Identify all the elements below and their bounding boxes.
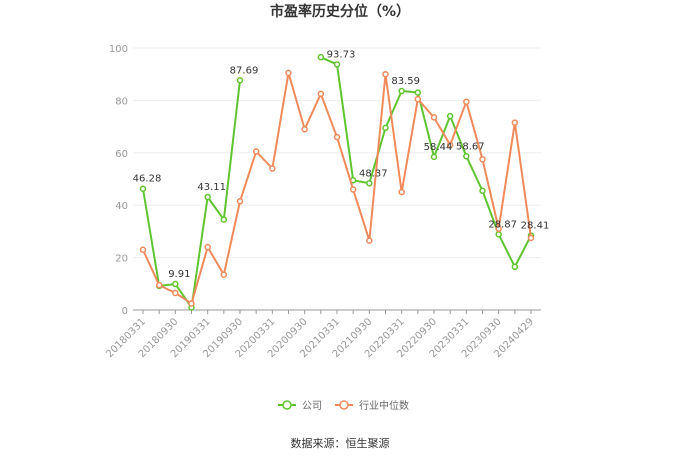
data-label: 58.67 <box>456 141 485 152</box>
data-point[interactable] <box>398 87 405 95</box>
legend-swatch-marker <box>282 400 292 410</box>
data-point[interactable] <box>398 188 405 196</box>
y-tick-label: 20 <box>115 254 128 265</box>
y-tick-label: 100 <box>109 44 128 55</box>
data-point[interactable] <box>446 141 454 149</box>
data-point[interactable] <box>430 114 438 121</box>
data-point[interactable] <box>382 124 389 132</box>
data-point[interactable] <box>333 61 341 68</box>
data-point[interactable] <box>236 77 244 84</box>
data-point[interactable] <box>511 119 519 126</box>
data-point[interactable] <box>139 185 147 192</box>
legend-label: 行业中位数 <box>359 399 409 412</box>
data-point[interactable] <box>463 153 470 160</box>
data-point[interactable] <box>155 281 163 289</box>
data-point[interactable] <box>349 186 357 193</box>
legend[interactable]: 公司 行业中位数 <box>278 399 409 412</box>
grid <box>133 47 541 259</box>
data-point[interactable] <box>220 271 228 278</box>
y-tick-label: 40 <box>115 201 128 212</box>
data-point[interactable] <box>317 90 325 98</box>
legend-item-2[interactable]: 行业中位数 <box>335 399 409 412</box>
data-labels: 46.28 9.91 43.11 87.69 93.73 48.37 83.59 58.44 5… <box>133 49 550 280</box>
data-label: 43.11 <box>197 182 226 193</box>
data-point[interactable] <box>446 112 454 120</box>
data-point[interactable] <box>301 125 308 133</box>
y-tick-label: 80 <box>115 96 128 107</box>
data-point[interactable] <box>269 165 276 172</box>
data-point[interactable] <box>139 246 147 253</box>
data-point[interactable] <box>333 133 341 141</box>
data-point[interactable] <box>236 198 244 205</box>
data-point[interactable] <box>495 231 502 238</box>
data-label: 28.87 <box>488 219 517 230</box>
y-tick-label: 0 <box>122 306 128 317</box>
legend-label: 公司 <box>302 401 322 412</box>
legend-swatch-marker <box>339 400 349 410</box>
data-point[interactable] <box>479 156 486 163</box>
data-point[interactable] <box>479 187 486 195</box>
data-label: 28.41 <box>521 221 550 232</box>
data-label: 93.73 <box>327 49 356 60</box>
data-point[interactable] <box>414 89 422 96</box>
data-point[interactable] <box>366 180 373 187</box>
data-point[interactable] <box>172 280 179 288</box>
data-point[interactable] <box>204 193 211 201</box>
data-point[interactable] <box>204 243 211 251</box>
data-point[interactable] <box>172 289 179 297</box>
series-2 <box>139 69 535 307</box>
data-point[interactable] <box>220 216 228 223</box>
data-point[interactable] <box>366 237 373 244</box>
data-label: 87.69 <box>230 65 259 76</box>
data-label: 46.28 <box>133 174 162 185</box>
y-tick-label: 60 <box>115 149 128 160</box>
source-note: 数据来源：恒生聚源 <box>291 436 390 450</box>
data-point[interactable] <box>463 98 470 105</box>
data-label: 83.59 <box>391 76 420 87</box>
data-point[interactable] <box>430 153 438 161</box>
series-layer <box>139 53 535 311</box>
data-point[interactable] <box>252 148 260 155</box>
data-point[interactable] <box>285 69 292 77</box>
data-point[interactable] <box>188 300 195 307</box>
legend-item-1[interactable]: 公司 <box>278 400 322 412</box>
data-label: 9.91 <box>168 269 190 280</box>
data-point[interactable] <box>382 70 389 78</box>
chart-title: 市盈率历史分位（%） <box>270 3 410 20</box>
data-label: 58.44 <box>424 142 453 153</box>
data-point[interactable] <box>317 53 325 61</box>
data-point[interactable] <box>414 95 422 103</box>
data-point[interactable] <box>527 234 535 242</box>
data-point[interactable] <box>511 263 519 271</box>
data-label: 48.37 <box>359 168 388 179</box>
data-point[interactable] <box>495 225 502 233</box>
